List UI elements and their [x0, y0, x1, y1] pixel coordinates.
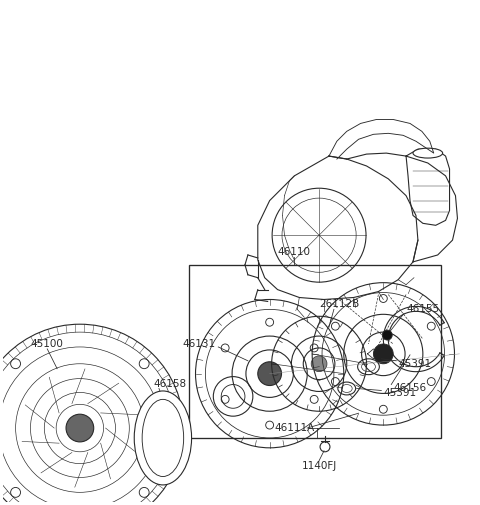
Ellipse shape: [413, 148, 443, 158]
Text: 45391: 45391: [398, 359, 431, 369]
Ellipse shape: [134, 391, 192, 485]
Polygon shape: [384, 307, 444, 372]
Text: 46156: 46156: [393, 383, 426, 393]
Text: 46110: 46110: [278, 247, 311, 257]
Circle shape: [311, 356, 327, 372]
Bar: [189, 265, 441, 438]
Text: 45391: 45391: [384, 388, 417, 398]
Text: 45100: 45100: [30, 339, 63, 349]
Text: 46155: 46155: [406, 305, 439, 315]
Text: 46131: 46131: [182, 339, 216, 349]
Text: 1140FJ: 1140FJ: [301, 461, 336, 471]
Text: 46158: 46158: [153, 379, 186, 388]
Circle shape: [383, 330, 392, 340]
Circle shape: [258, 362, 281, 385]
Circle shape: [373, 344, 393, 364]
Circle shape: [66, 414, 94, 442]
Text: 46111A: 46111A: [274, 423, 314, 433]
Text: 26112B: 26112B: [319, 299, 360, 310]
